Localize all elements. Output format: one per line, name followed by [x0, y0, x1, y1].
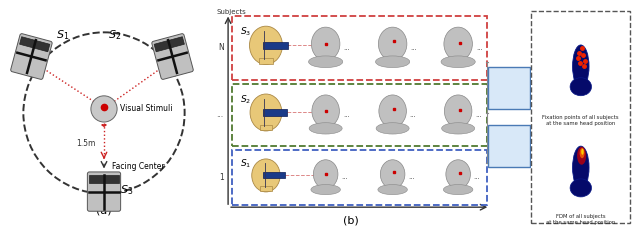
Text: ...: ...: [343, 112, 349, 118]
Ellipse shape: [311, 185, 340, 195]
Circle shape: [91, 96, 117, 122]
Ellipse shape: [446, 160, 470, 189]
Text: ...: ...: [476, 45, 483, 51]
Text: $S_2$: $S_2$: [240, 93, 251, 106]
Text: Intersection
Point
Calculation: Intersection Point Calculation: [490, 80, 528, 97]
Ellipse shape: [570, 78, 591, 96]
Text: ...: ...: [476, 112, 482, 118]
Text: Subjects: Subjects: [216, 9, 246, 15]
Ellipse shape: [308, 56, 343, 68]
Text: Fixation points of all subjects
at the same head position: Fixation points of all subjects at the s…: [543, 115, 619, 126]
Ellipse shape: [380, 160, 405, 189]
Text: ...: ...: [474, 175, 480, 180]
Ellipse shape: [570, 179, 591, 197]
Ellipse shape: [312, 27, 340, 61]
Ellipse shape: [379, 95, 406, 127]
Text: $S_2$: $S_2$: [108, 29, 121, 42]
Text: Visual Stimuli: Visual Stimuli: [120, 104, 173, 113]
Text: N: N: [218, 43, 224, 52]
Bar: [259, 58, 273, 64]
Text: 1: 1: [219, 173, 224, 182]
Ellipse shape: [250, 94, 282, 131]
Bar: [260, 186, 271, 191]
Ellipse shape: [312, 95, 339, 127]
Ellipse shape: [314, 160, 338, 189]
Text: Facing Center: Facing Center: [112, 162, 164, 171]
Ellipse shape: [376, 123, 409, 134]
FancyBboxPatch shape: [11, 34, 52, 79]
Ellipse shape: [577, 147, 586, 165]
Ellipse shape: [444, 95, 472, 127]
Ellipse shape: [573, 146, 589, 189]
FancyBboxPatch shape: [152, 34, 193, 79]
Ellipse shape: [250, 26, 282, 64]
Bar: [264, 172, 285, 178]
Text: $S_1$: $S_1$: [240, 157, 251, 170]
Bar: [20, 37, 50, 52]
Text: ...: ...: [410, 45, 417, 51]
Text: 1.5m: 1.5m: [76, 139, 95, 148]
Ellipse shape: [378, 185, 408, 195]
Ellipse shape: [378, 27, 407, 61]
Text: Fixation
Classification: Fixation Classification: [488, 140, 530, 151]
FancyBboxPatch shape: [488, 125, 530, 167]
Text: (b): (b): [342, 216, 358, 226]
Text: ...: ...: [341, 175, 348, 180]
Ellipse shape: [580, 148, 584, 158]
Ellipse shape: [573, 45, 589, 88]
Text: ...: ...: [216, 110, 224, 119]
Ellipse shape: [581, 149, 584, 155]
Text: FDM of all subjects
at the same head position: FDM of all subjects at the same head pos…: [546, 214, 616, 225]
Ellipse shape: [309, 123, 342, 134]
Ellipse shape: [442, 123, 475, 134]
Bar: [90, 175, 118, 183]
Ellipse shape: [444, 27, 472, 61]
Bar: [263, 109, 287, 116]
Text: (a): (a): [96, 205, 112, 215]
Ellipse shape: [252, 159, 280, 192]
FancyBboxPatch shape: [88, 172, 120, 211]
Ellipse shape: [444, 185, 473, 195]
Bar: [263, 42, 288, 49]
Text: ...: ...: [408, 175, 415, 180]
Text: $S_3$: $S_3$: [240, 26, 251, 38]
Ellipse shape: [376, 56, 410, 68]
FancyBboxPatch shape: [488, 67, 530, 109]
Ellipse shape: [441, 56, 476, 68]
Bar: [260, 125, 272, 130]
Bar: [154, 37, 184, 52]
Text: ...: ...: [344, 45, 350, 51]
Text: $S_1$: $S_1$: [56, 29, 69, 42]
Text: $S_3$: $S_3$: [120, 184, 133, 197]
Text: ...: ...: [410, 112, 417, 118]
